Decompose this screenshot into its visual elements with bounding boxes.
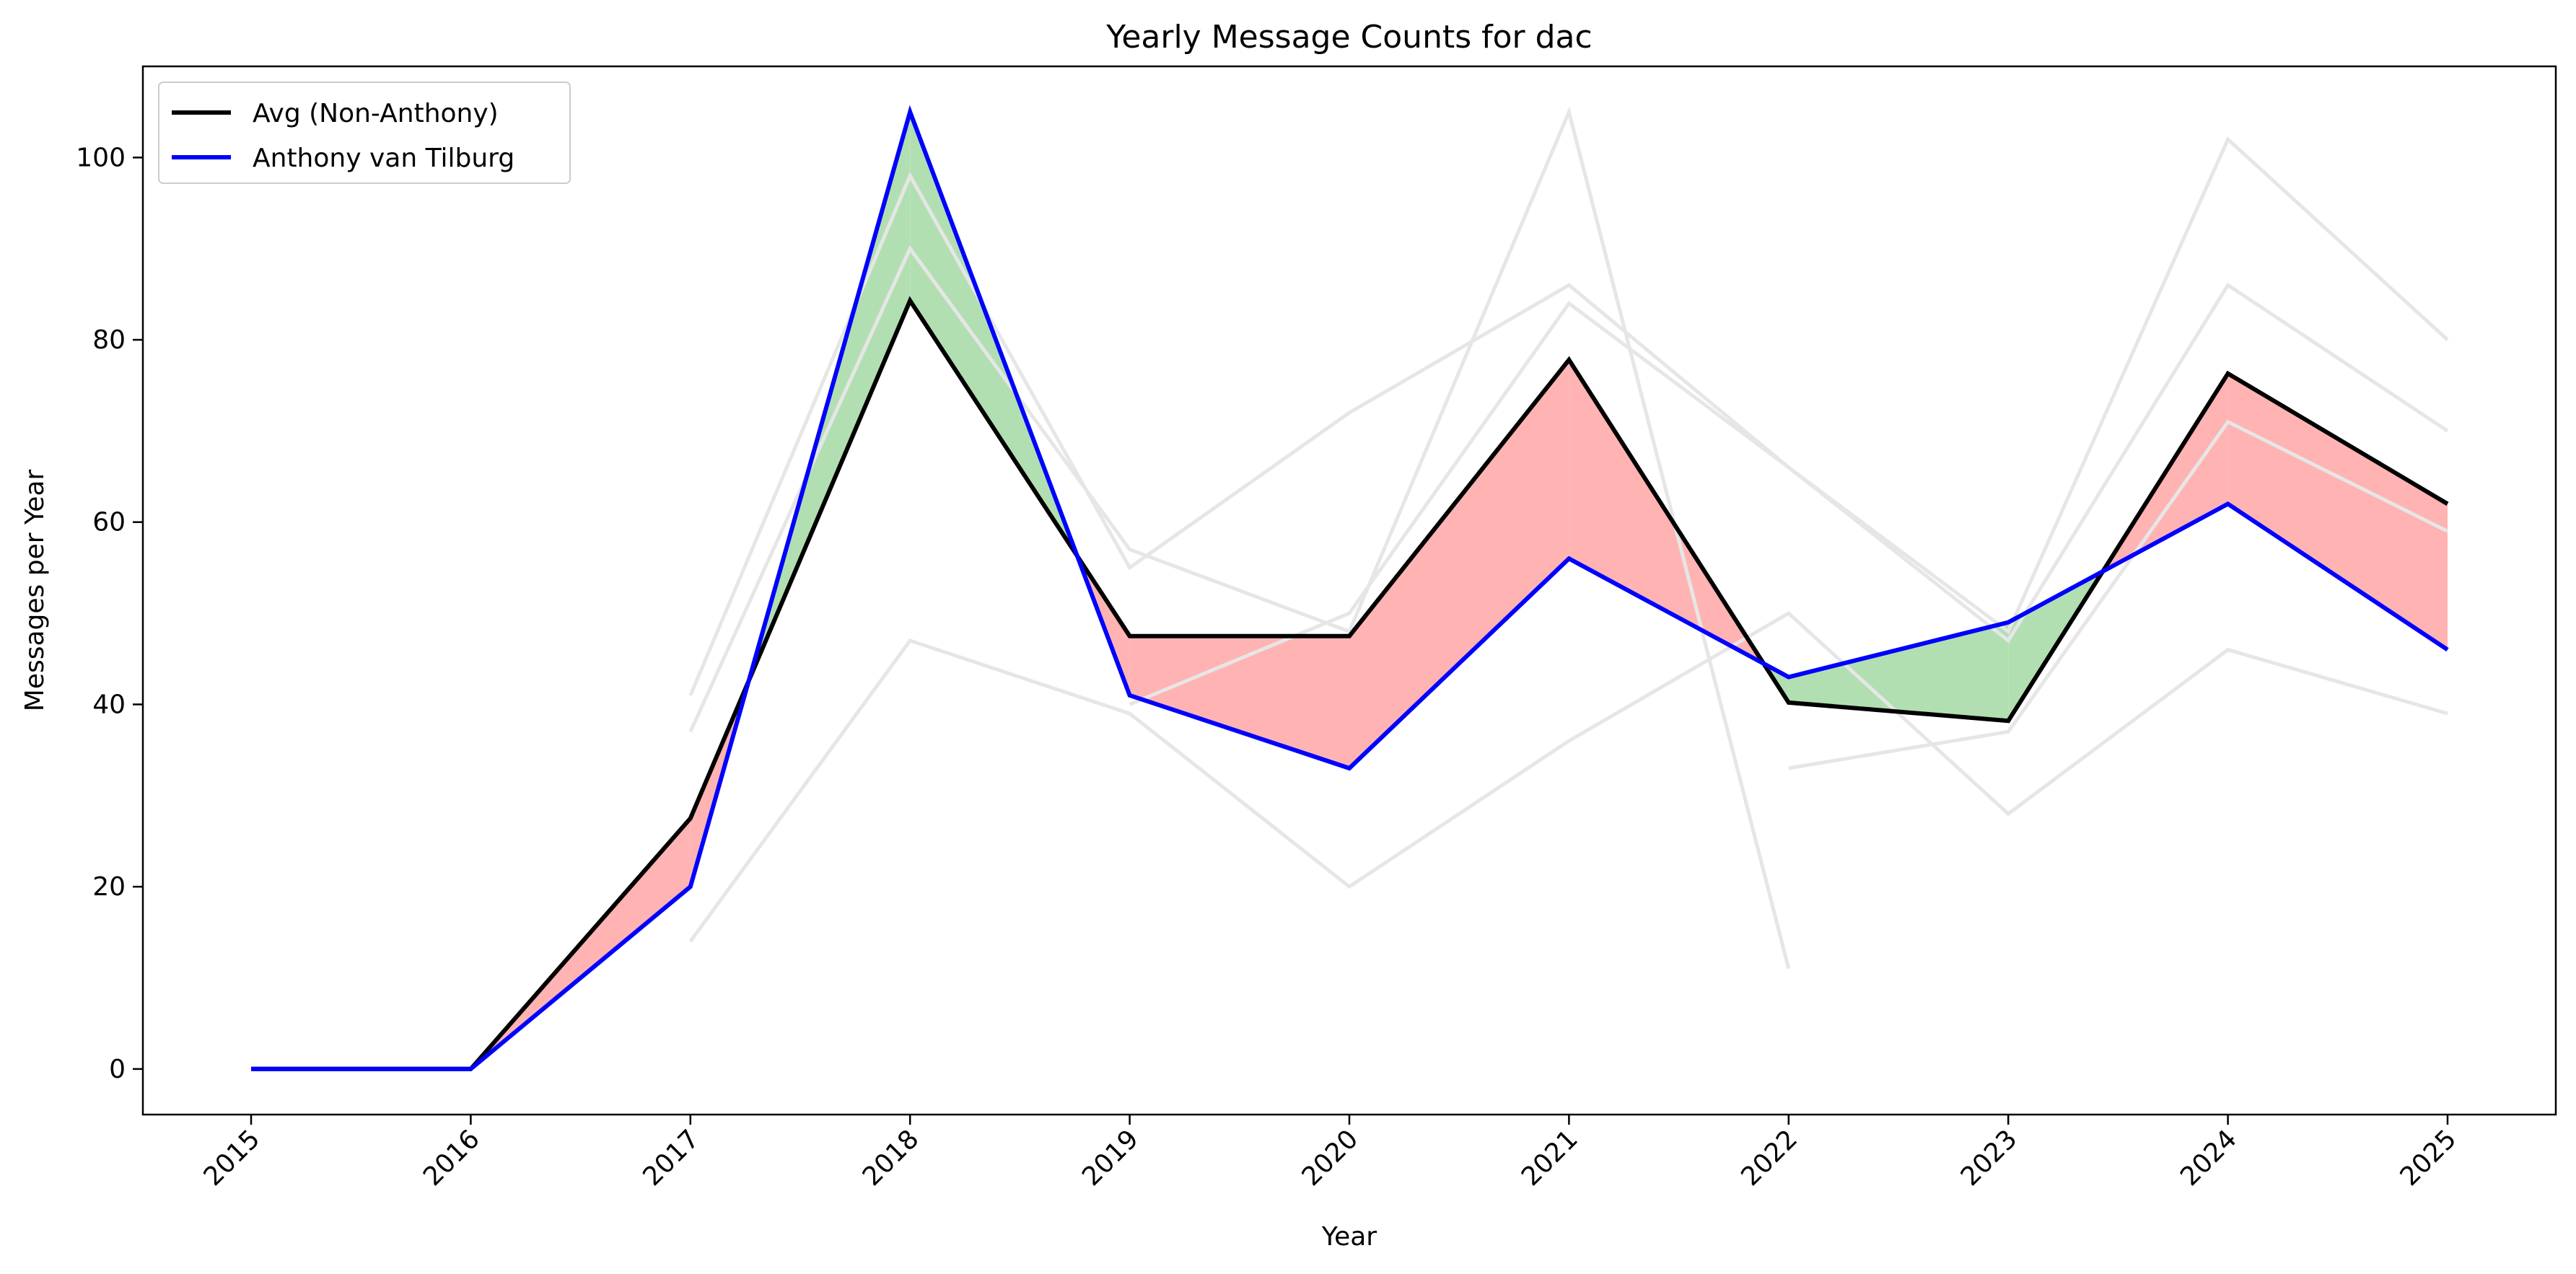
y-tick-label-60: 60 xyxy=(92,508,126,537)
main-series-layer xyxy=(251,105,2449,1071)
chart-title: Yearly Message Counts for dac xyxy=(1105,19,1592,56)
x-tick-label-2023: 2023 xyxy=(1955,1124,2023,1192)
difference-fill-below-2019-0 xyxy=(1129,636,1349,768)
difference-fill-below-2024-0 xyxy=(2227,373,2448,650)
x-tick-label-2024: 2024 xyxy=(2175,1124,2243,1192)
y-tick-label-40: 40 xyxy=(92,690,126,719)
x-tick-label-2021: 2021 xyxy=(1516,1124,1584,1192)
difference-fill-layer xyxy=(470,112,2448,1069)
legend-box xyxy=(158,82,571,184)
plot-frame xyxy=(141,65,2557,1116)
x-tick-label-2016: 2016 xyxy=(418,1124,486,1192)
series-anthony-line-segment-0 xyxy=(251,105,2449,1071)
x-tick-label-2020: 2020 xyxy=(1297,1124,1364,1192)
x-tick-label-2019: 2019 xyxy=(1077,1124,1144,1192)
background-series-2-segment-0 xyxy=(688,611,2448,943)
x-axis: 2015 2016 2017 2018 2019 2020 2021 2022 2023 2024… xyxy=(198,1115,2463,1192)
y-tick-label-100: 100 xyxy=(76,143,126,172)
x-axis-label: Year xyxy=(1321,1222,1377,1252)
x-tick-label-2025: 2025 xyxy=(2395,1124,2463,1192)
y-tick-label-20: 20 xyxy=(92,872,126,902)
x-tick-label-2022: 2022 xyxy=(1735,1124,1803,1192)
background-series-1-segment-0 xyxy=(688,106,1791,970)
series-avg-line-segment-0 xyxy=(251,296,2449,1071)
legend-label-avg: Avg (Non-Anthony) xyxy=(253,99,499,128)
background-series-3-segment-0 xyxy=(1129,282,2449,706)
x-tick-label-2018: 2018 xyxy=(857,1124,925,1192)
legend: Avg (Non-Anthony) Anthony van Tilburg xyxy=(158,82,571,184)
y-axis-label: Messages per Year xyxy=(20,470,50,712)
y-tick-label-0: 0 xyxy=(109,1055,126,1084)
difference-fill-above-2022-0 xyxy=(1788,622,2009,721)
difference-fill-below-2020-0 xyxy=(1349,359,1569,768)
x-tick-label-2017: 2017 xyxy=(637,1124,705,1192)
y-tick-label-80: 80 xyxy=(92,325,126,355)
x-tick-label-2015: 2015 xyxy=(198,1124,266,1192)
background-series-4-segment-0 xyxy=(1788,419,2449,770)
y-axis: 0 20 40 60 80 100 xyxy=(76,143,143,1084)
legend-label-anthony: Anthony van Tilburg xyxy=(253,144,514,173)
